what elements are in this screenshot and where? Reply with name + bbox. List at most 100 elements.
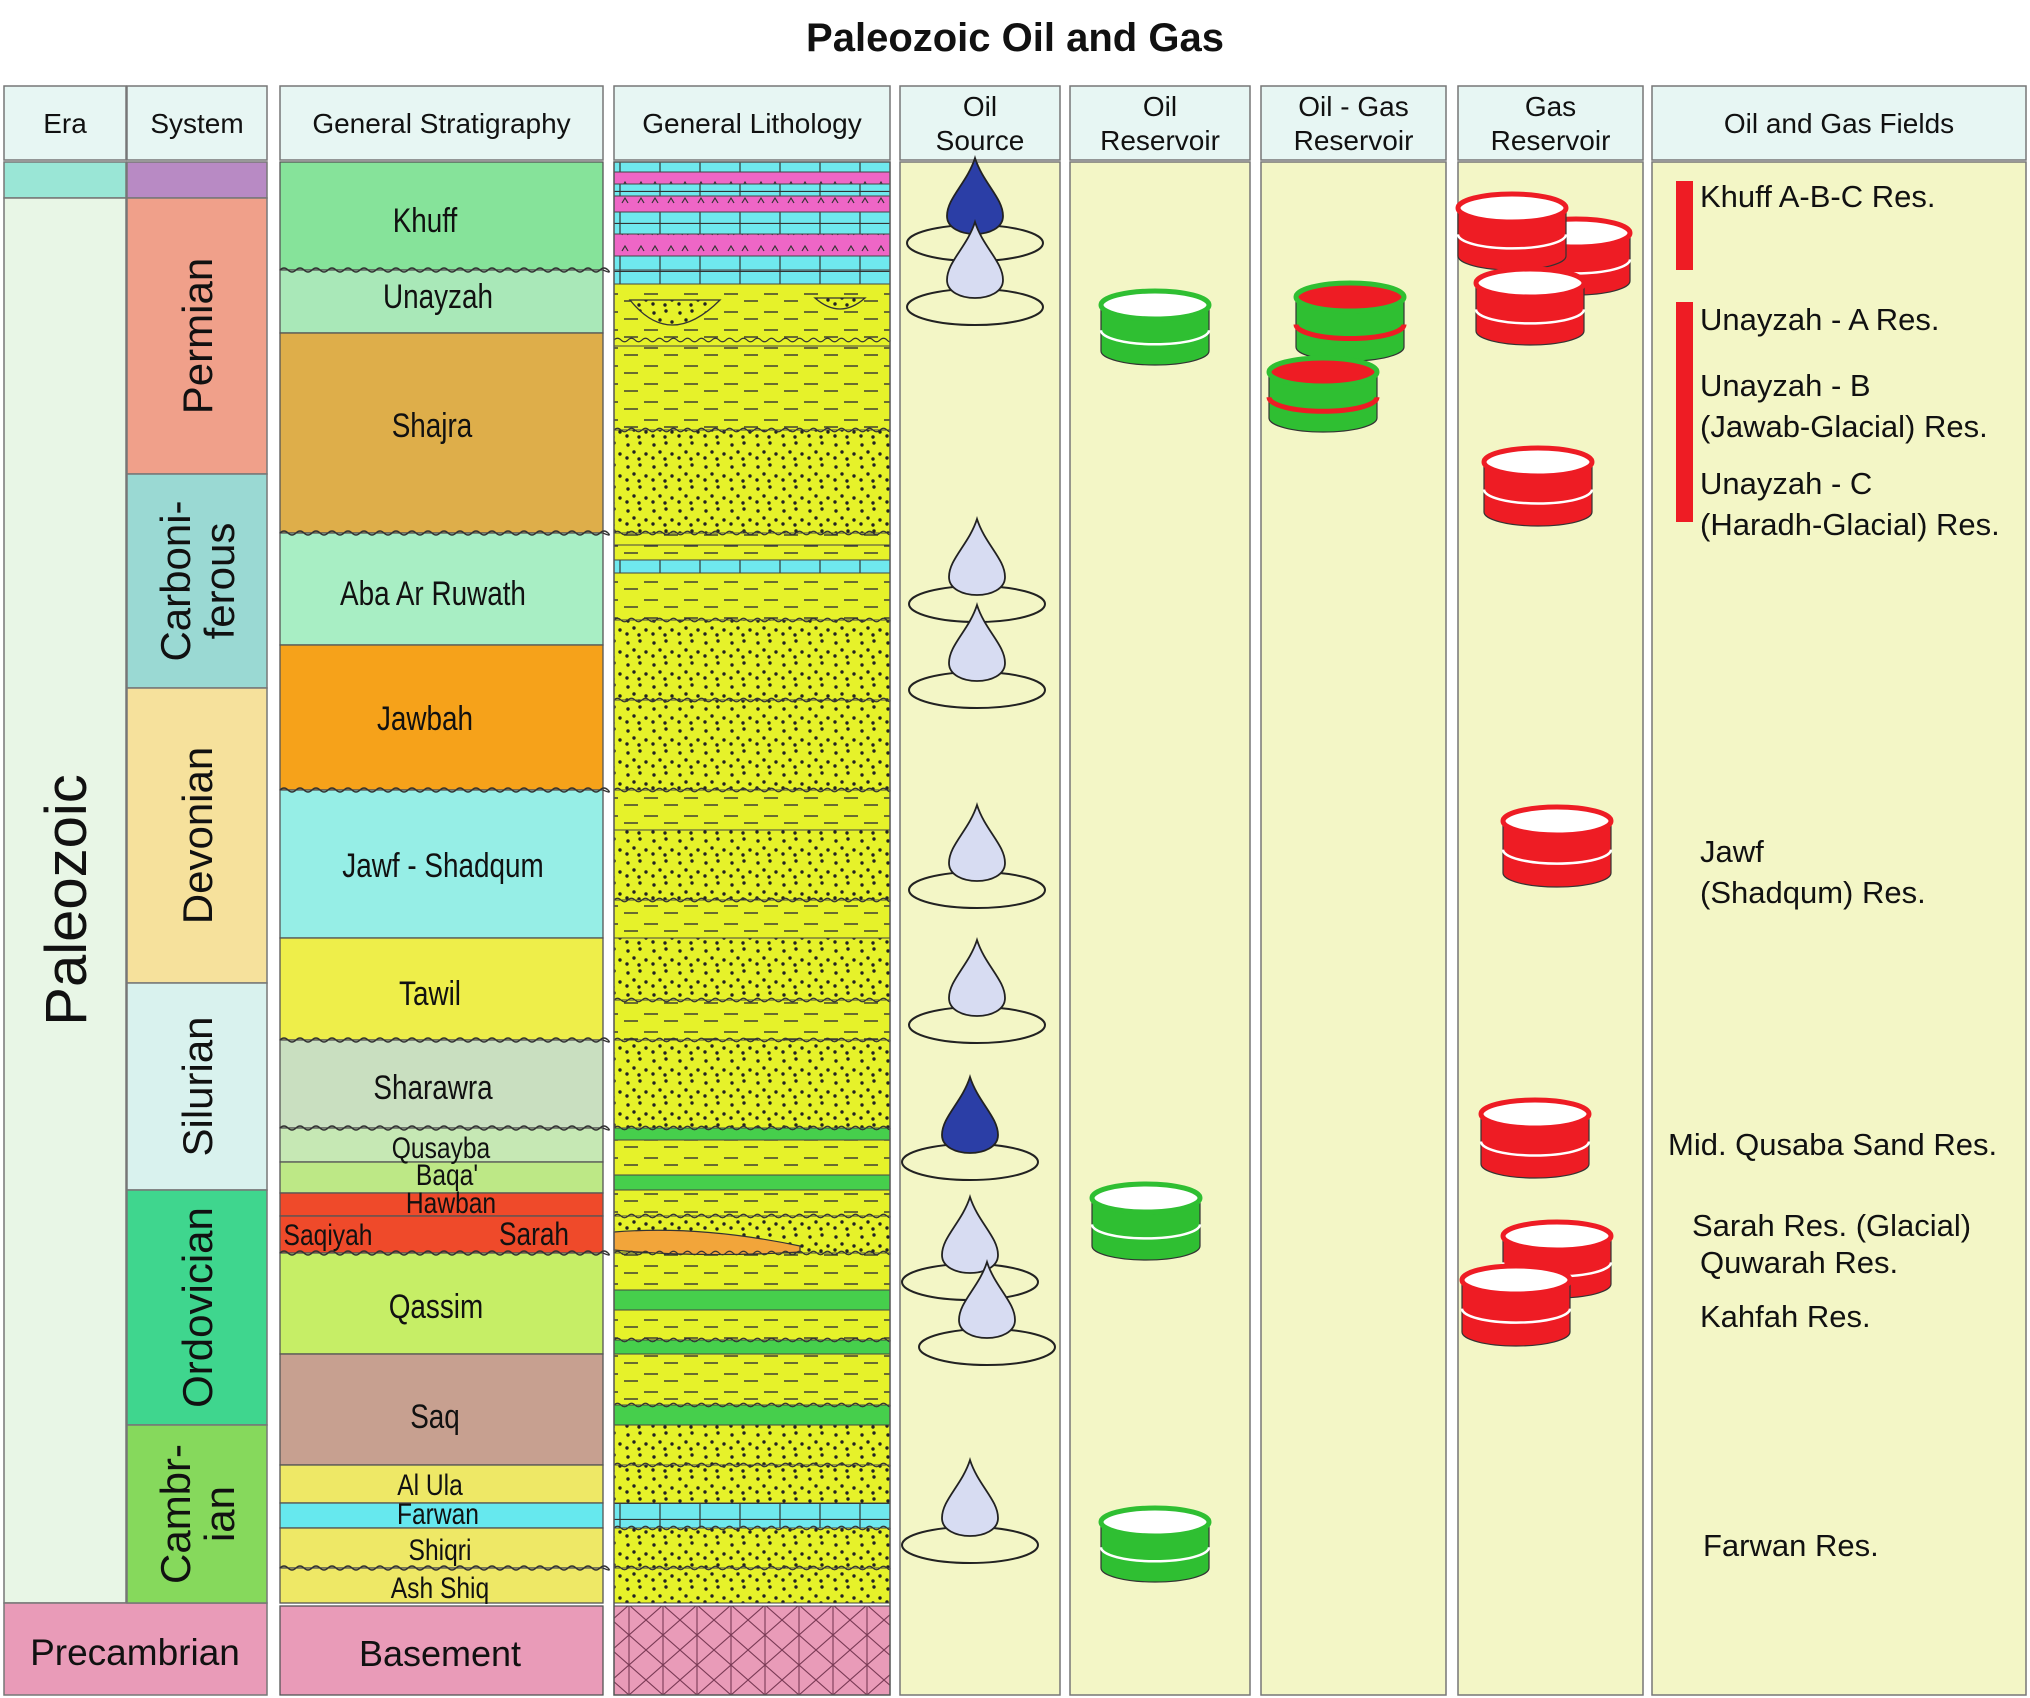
lithology-bed-shale — [613, 1139, 891, 1176]
lithology-bed-carb — [613, 559, 891, 574]
oil-drop-light-icon — [948, 802, 1006, 882]
oil-drop-light-icon — [941, 1457, 999, 1537]
field-label: Unayzah - A Res. — [1700, 302, 1940, 337]
oil-gas-reservoir-upper-icon — [1293, 280, 1407, 362]
oil-drop-light-icon — [948, 937, 1006, 1017]
lithology-unconformity — [613, 697, 891, 703]
cylinder-band — [1474, 309, 1586, 325]
formation-label-qusayba: Qusayba — [392, 1131, 491, 1165]
cylinder-body — [1091, 1197, 1201, 1261]
lithology-unconformity — [613, 427, 891, 433]
system-carboniferous — [126, 473, 268, 689]
lithology-bed-green — [613, 1174, 891, 1191]
fields-column: Khuff A-B-C Res. Unayzah - A Res. Unayzah … — [1668, 179, 2000, 1563]
formation-label-shajra: Shajra — [392, 406, 473, 444]
lithology-border — [613, 161, 891, 1696]
formation-label-jawbah: Jawbah — [377, 699, 473, 737]
oil-source-jawbah — [908, 602, 1046, 709]
lithology-bed-green — [613, 1404, 891, 1426]
gas-reservoir-jawf-icon — [1500, 804, 1614, 888]
lithology-unconformity — [613, 617, 891, 623]
cylinder-band — [1479, 1141, 1591, 1157]
header-cell-strat — [279, 85, 604, 161]
formation-qassim — [279, 1252, 604, 1355]
header-label-system: System — [150, 108, 243, 139]
system-ordovician — [126, 1189, 268, 1426]
gas-reservoir-qusaiba-icon — [1478, 1097, 1592, 1179]
lithology-unconformity — [613, 1337, 891, 1343]
lithology-unconformity — [613, 1565, 891, 1571]
formation-unayzah — [279, 269, 604, 334]
khuff-interval-bar — [1676, 181, 1693, 270]
oil-reservoir-unayzah-icon — [1098, 288, 1212, 366]
lithology-glacial-channel — [813, 297, 867, 310]
formation-label-unayzah: Unayzah — [383, 277, 493, 315]
cylinder-band — [1501, 849, 1613, 865]
unconformity-line — [279, 1250, 610, 1256]
header-label-strat: General Stratigraphy — [312, 108, 570, 139]
header-cell-osrc — [899, 85, 1061, 161]
cylinder-top — [1459, 1263, 1573, 1297]
lithology-column — [613, 161, 891, 1696]
oil-drop-light-icon — [941, 1194, 999, 1274]
unconformity-line — [279, 530, 610, 536]
formation-label-saq: Saq — [410, 1397, 460, 1435]
lithology-bed-carb — [613, 255, 891, 271]
column-body-ores — [1069, 161, 1251, 1696]
system-label-cambrian-line1: Cambr- — [152, 1444, 199, 1584]
gas-reservoir-unayzah-c-icon — [1481, 445, 1595, 527]
oil-source-farwan — [901, 1457, 1039, 1564]
unconformity-line — [279, 1125, 610, 1131]
gas-reservoir-kahfah-icon — [1459, 1263, 1573, 1347]
header-label-ores-line2: Reservoir — [1100, 125, 1220, 156]
formation-label-ash-shiq: Ash Shiq — [391, 1571, 489, 1605]
field-label: Sarah Res. (Glacial) — [1692, 1208, 1971, 1243]
lithology-bed-evap — [613, 171, 891, 185]
oil-gas-reservoir-lower-icon — [1266, 355, 1380, 433]
formation-label-jawf-shadqum: Jawf - Shadqum — [342, 846, 543, 884]
oil-drop-light-icon — [948, 602, 1006, 682]
system-label-permian: Permian — [174, 258, 221, 414]
era-top-band — [3, 161, 127, 199]
oil-reservoir-column — [1089, 288, 1212, 1583]
lithology-unconformity — [613, 787, 891, 793]
formation-aba-ar-ruwath — [279, 532, 604, 646]
cylinder-top — [1089, 1181, 1203, 1215]
header-label-era: Era — [43, 108, 87, 139]
cylinder-top — [1473, 266, 1587, 300]
header-label-gres-line2: Reservoir — [1491, 125, 1611, 156]
field-label: Unayzah - B — [1700, 368, 1871, 403]
lithology-bed-evap — [613, 233, 891, 257]
lithology-bed-shale — [613, 572, 891, 621]
header-cell-fields — [1651, 85, 2027, 161]
header-label-ores-line1: Oil — [1143, 91, 1177, 122]
lithology-bed-carb — [613, 1502, 891, 1529]
formation-qusayba — [279, 1127, 604, 1163]
lithology-unconformity — [613, 1250, 891, 1256]
formation-baqa — [279, 1161, 604, 1194]
header-cell-ores — [1069, 85, 1251, 161]
oil-drop-light-icon — [948, 516, 1006, 596]
cylinder-band — [1482, 489, 1594, 505]
lithology-bed-carb — [613, 269, 891, 285]
header-label-ogres-line1: Oil - Gas — [1298, 91, 1408, 122]
oil-source-qusayba — [901, 1074, 1039, 1181]
system-devonian — [126, 687, 268, 984]
lithology-bed-carb — [613, 211, 891, 235]
era-precambrian — [3, 1602, 268, 1696]
era-label-precambrian: Precambrian — [30, 1632, 240, 1673]
lithology-glacial-channel — [628, 299, 722, 326]
column-body-osrc — [899, 161, 1061, 1696]
cylinder-top — [1478, 1097, 1592, 1131]
cylinder-top — [1293, 280, 1407, 314]
formation-label-sarah: Sarah — [499, 1218, 569, 1253]
lithology-bed-sand — [613, 1464, 891, 1504]
formation-tawil — [279, 937, 604, 1041]
lithology-sarah-glacial — [613, 1229, 801, 1256]
formation-label-aba-ar-ruwath: Aba Ar Ruwath — [340, 574, 526, 612]
oil-source-qassim-lower — [918, 1259, 1056, 1366]
oil-drop-light-icon — [946, 219, 1004, 299]
cylinder-band — [1456, 234, 1568, 250]
system-label-devonian: Devonian — [174, 747, 221, 924]
cylinder-band — [1266, 396, 1380, 414]
